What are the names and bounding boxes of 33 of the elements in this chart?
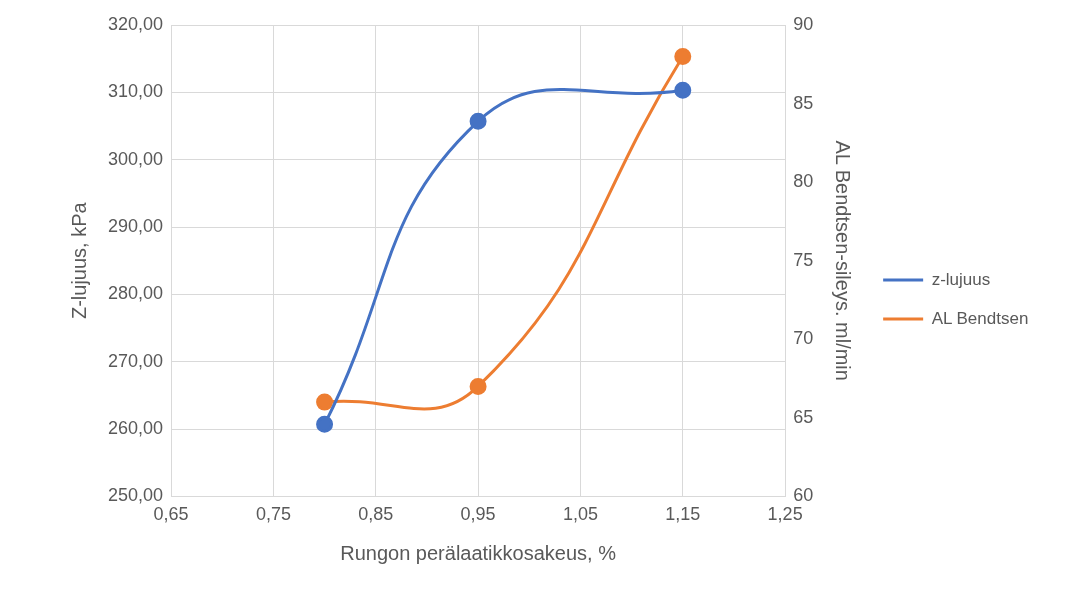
y-tick-label: 250,00 xyxy=(107,485,164,506)
y2-axis-title: AL Bendtsen-sileys. ml/min xyxy=(831,140,854,381)
y-tick-label: 300,00 xyxy=(107,148,164,169)
legend-label: AL Bendtsen xyxy=(931,308,1029,328)
x-tick-label: 1,05 xyxy=(562,504,598,525)
y-tick-label: 260,00 xyxy=(107,418,164,439)
x-axis-title: Rungon perälaatikkosakeus, % xyxy=(340,541,617,564)
x-tick-label: 1,15 xyxy=(665,504,701,525)
point xyxy=(674,81,692,99)
point xyxy=(469,377,487,395)
x-tick-label: 1,25 xyxy=(767,504,803,525)
y2-tick-label: 75 xyxy=(793,249,814,270)
y2-tick-label: 80 xyxy=(793,171,814,192)
x-tick-label: 0,65 xyxy=(153,504,189,525)
y-tick-label: 280,00 xyxy=(107,283,164,304)
y2-tick-label: 60 xyxy=(793,485,814,506)
y-axis-title: Z-lujuus, kPa xyxy=(67,201,90,320)
point xyxy=(674,47,692,65)
x-tick-label: 0,95 xyxy=(460,504,496,525)
y-tick-label: 320,00 xyxy=(107,13,164,34)
y2-tick-label: 90 xyxy=(793,13,814,34)
y2-tick-label: 65 xyxy=(793,406,814,427)
x-tick-label: 0,85 xyxy=(358,504,394,525)
point xyxy=(469,112,487,130)
legend-label: z-lujuus xyxy=(931,269,991,289)
y-tick-label: 310,00 xyxy=(107,81,164,102)
x-tick-label: 0,75 xyxy=(255,504,291,525)
y2-tick-label: 70 xyxy=(793,328,814,349)
point xyxy=(316,393,334,411)
y-tick-label: 290,00 xyxy=(107,216,164,236)
point xyxy=(316,415,334,433)
y2-tick-label: 85 xyxy=(793,92,814,113)
y-tick-label: 270,00 xyxy=(107,350,164,371)
